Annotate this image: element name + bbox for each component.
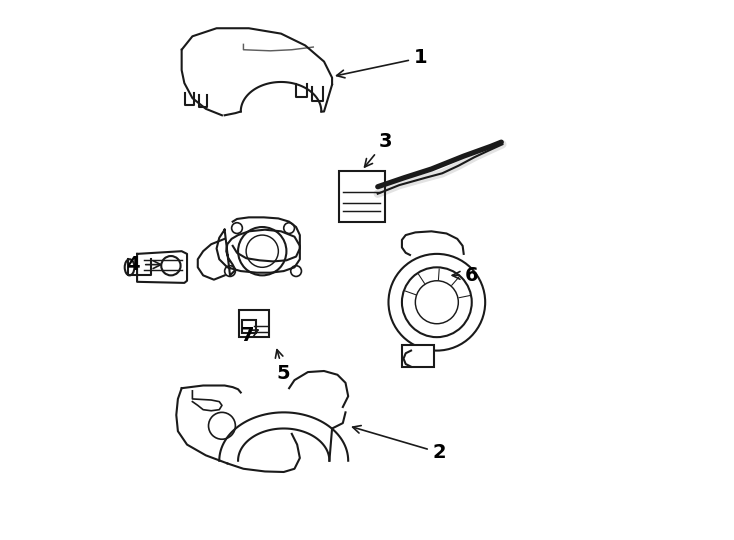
Text: 5: 5 [275,350,291,383]
Text: 6: 6 [452,266,479,285]
Bar [239,310,269,337]
Text: 7: 7 [241,326,258,345]
Text: 2: 2 [352,426,446,462]
Text: 3: 3 [365,132,393,167]
Text: 1: 1 [337,48,427,78]
Bar [339,171,385,221]
Text: 4: 4 [126,255,161,274]
Bar [402,345,434,367]
Ellipse shape [125,259,134,275]
Bar [242,320,255,333]
